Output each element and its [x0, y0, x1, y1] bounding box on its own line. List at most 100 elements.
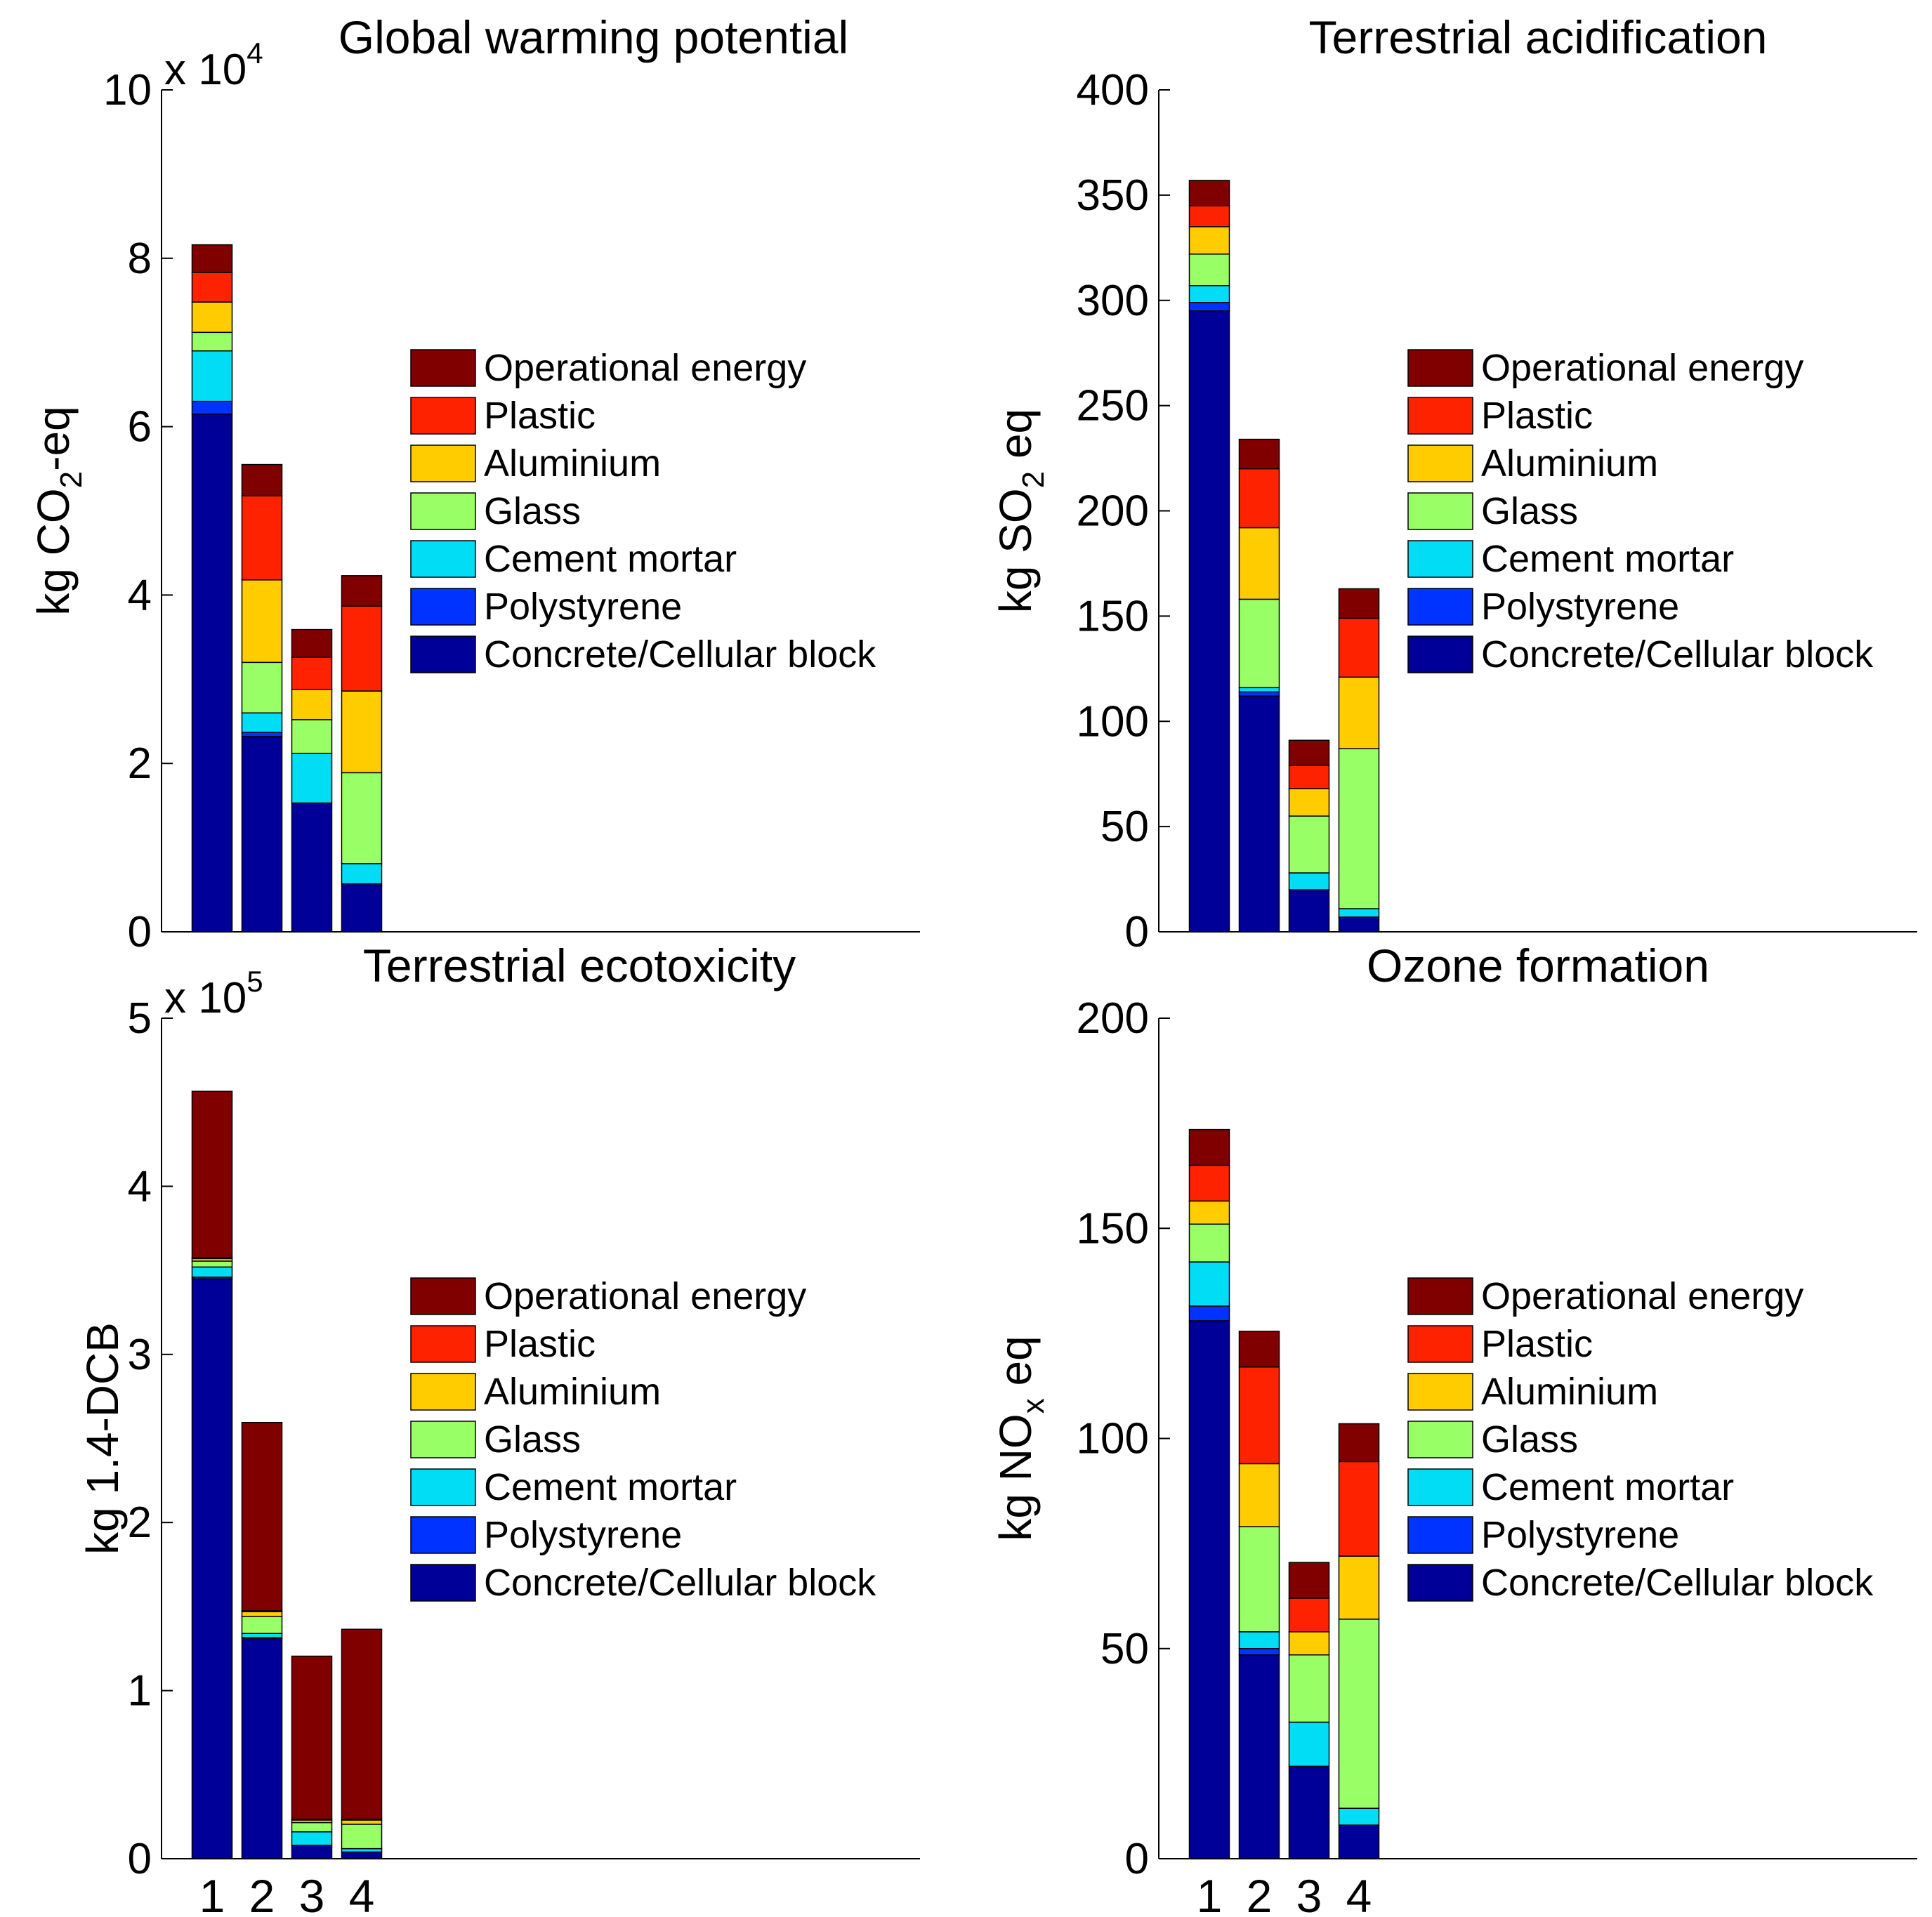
chart-title: Ozone formation: [1367, 940, 1709, 992]
legend-swatch-plastic: [1407, 1325, 1473, 1363]
bar-segment-aluminium-1: [191, 301, 233, 334]
y-tick-label: 350: [1077, 171, 1149, 220]
x-tick-label: 1: [1197, 1870, 1223, 1917]
y-tick-label: 250: [1077, 382, 1149, 430]
bar-segment-plastic-4: [341, 605, 383, 692]
bar-segment-concrete-cellular-block-1: [1188, 310, 1230, 933]
chart-terrestrial-acidification: 0 50 100 150 200 250 300 350 400 Terrestrial acid…: [990, 11, 1917, 956]
bar-segment-plastic-3: [1288, 765, 1330, 789]
bar-segment-glass-3: [1288, 815, 1330, 874]
legend-label-operational-energy: Operational energy: [484, 347, 806, 389]
legend-label-aluminium: Aluminium: [1481, 442, 1658, 485]
bar-segment-concrete-cellular-block-4: [341, 1851, 383, 1859]
axis-scale-multiplier: x 105: [164, 965, 263, 1022]
bar-segment-cement-mortar-4: [1338, 1807, 1380, 1826]
bar-segment-concrete-cellular-block-1: [1188, 1320, 1230, 1859]
bar-segment-glass-1: [1188, 253, 1230, 286]
axis-scale-multiplier: x 104: [164, 37, 263, 94]
bar-segment-concrete-cellular-block-4: [1338, 916, 1380, 933]
chart-title: Terrestrial acidification: [1309, 11, 1768, 63]
bar-segment-glass-4: [1338, 1619, 1380, 1809]
legend: Operational energy Plastic Aluminium Glass C…: [1407, 1275, 1874, 1604]
x-tick-label: 4: [1346, 1870, 1372, 1917]
bar-segment-aluminium-3: [1288, 788, 1330, 817]
bar-segment-cement-mortar-2: [1238, 687, 1280, 693]
bar-segment-cement-mortar-4: [1338, 908, 1380, 918]
bar-segment-glass-1: [191, 1260, 233, 1268]
y-tick-label: 6: [128, 403, 152, 452]
legend-label-concrete-cellular-block: Concrete/Cellular block: [1481, 633, 1874, 676]
legend-label-glass: Glass: [484, 1418, 581, 1461]
x-tick-label: 2: [1247, 1870, 1273, 1917]
y-axis-label-subscript: x: [1016, 1398, 1051, 1414]
axis-scale-exponent: 4: [247, 37, 263, 70]
chart-title: Terrestrial ecotoxicity: [363, 940, 796, 992]
bar-segment-cement-mortar-4: [341, 863, 383, 885]
y-tick-label: 2: [128, 1498, 152, 1547]
bar-segment-polystyrene-1: [191, 400, 233, 415]
y-tick-label: 100: [1077, 697, 1149, 746]
legend: Operational energy Plastic Aluminium Glass C…: [1407, 347, 1874, 676]
bar-segment-plastic-3: [291, 657, 333, 690]
y-tick-label: 4: [128, 1162, 152, 1211]
legend-swatch-plastic: [410, 1325, 476, 1363]
bar-segment-polystyrene-1: [1188, 1305, 1230, 1322]
legend-swatch-operational-energy: [410, 1277, 476, 1315]
bar-segment-aluminium-2: [1238, 527, 1280, 600]
legend-label-operational-energy: Operational energy: [484, 1275, 806, 1317]
bar-segment-aluminium-4: [1338, 676, 1380, 749]
y-tick-label: 200: [1077, 487, 1149, 536]
bar-segment-concrete-cellular-block-4: [1338, 1824, 1380, 1859]
legend-swatch-plastic: [410, 397, 476, 435]
bar-segment-concrete-cellular-block-1: [191, 1278, 233, 1859]
y-tick-label: 0: [128, 1835, 152, 1883]
legend-swatch-glass: [1407, 1421, 1473, 1458]
y-axis-label-text: kg SO: [990, 488, 1041, 613]
bar-segment-aluminium-2: [241, 1611, 283, 1618]
legend-swatch-concrete-cellular-block: [1407, 1564, 1473, 1602]
y-tick-label: 300: [1077, 277, 1149, 325]
bar-segment-aluminium-4: [341, 1819, 383, 1825]
legend-swatch-polystyrene: [1407, 1516, 1473, 1554]
bar-segment-aluminium-1: [1188, 1200, 1230, 1225]
x-tick-label: 3: [299, 1870, 325, 1917]
legend-label-cement-mortar: Cement mortar: [1481, 1466, 1734, 1508]
bar-segment-cement-mortar-2: [241, 712, 283, 733]
y-axis-label-suffix: -eq: [28, 406, 79, 471]
bar-segment-concrete-cellular-block-3: [291, 1845, 333, 1859]
y-tick-label: 100: [1077, 1415, 1149, 1463]
bar-segment-glass-2: [1238, 1526, 1280, 1633]
legend-swatch-cement-mortar: [410, 1468, 476, 1506]
bar-segment-aluminium-3: [291, 688, 333, 720]
y-tick-label: 3: [128, 1331, 152, 1379]
legend-swatch-cement-mortar: [1407, 540, 1473, 578]
bar-segment-glass-4: [1338, 748, 1380, 909]
y-axis-label: kg CO2-eq: [28, 406, 88, 615]
bar-segment-operational-energy-2: [1238, 1331, 1280, 1368]
y-axis-label-suffix: eq: [990, 409, 1041, 471]
legend-swatch-operational-energy: [1407, 349, 1473, 387]
legend-swatch-plastic: [1407, 397, 1473, 435]
legend-label-concrete-cellular-block: Concrete/Cellular block: [484, 1562, 876, 1604]
legend: Operational energy Plastic Aluminium Glass C…: [410, 1275, 876, 1604]
y-tick-label: 2: [128, 739, 152, 788]
y-axis-label-suffix: eq: [990, 1336, 1041, 1398]
bar-segment-cement-mortar-1: [191, 1266, 233, 1278]
bar-segment-cement-mortar-1: [1188, 285, 1230, 303]
legend-swatch-aluminium: [1407, 444, 1473, 482]
y-axis-label: kg 1.4-DCB: [77, 1322, 128, 1555]
bar-segment-aluminium-2: [1238, 1463, 1280, 1527]
bar-segment-concrete-cellular-block-2: [241, 736, 283, 933]
bar-segment-glass-4: [341, 772, 383, 864]
legend-swatch-polystyrene: [1407, 588, 1473, 626]
bar-segment-operational-energy-3: [291, 1655, 333, 1820]
bar-segment-polystyrene-2: [241, 732, 283, 737]
y-tick-label: 8: [128, 235, 152, 283]
bar-segment-cement-mortar-3: [291, 753, 333, 804]
legend-swatch-concrete-cellular-block: [410, 1564, 476, 1602]
bar-segment-plastic-1: [1188, 205, 1230, 228]
legend-label-glass: Glass: [484, 490, 581, 532]
bar-segment-aluminium-4: [1338, 1555, 1380, 1620]
bar-segment-glass-1: [191, 331, 233, 352]
